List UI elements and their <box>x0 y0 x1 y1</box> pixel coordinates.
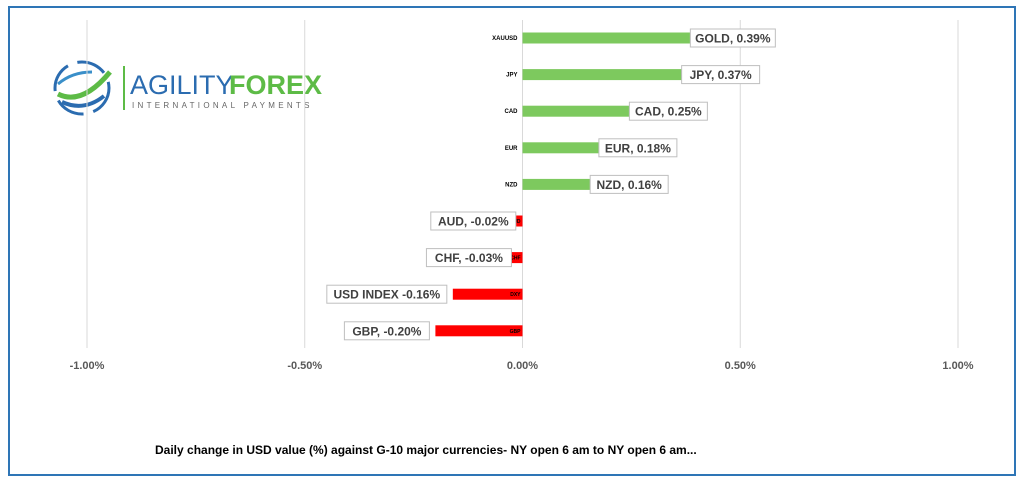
data-label-box <box>430 211 517 231</box>
category-label: XAUUSD <box>492 36 518 42</box>
x-tick-label: -1.00% <box>70 360 105 372</box>
bar <box>452 288 523 300</box>
data-label-box <box>681 65 761 85</box>
data-label: GOLD, 0.39% <box>695 32 771 46</box>
data-label-box <box>628 101 708 121</box>
x-tick-label: 0.00% <box>507 360 538 372</box>
x-tick-label: 1.00% <box>942 360 973 372</box>
chart-title: Daily change in USD value (%) against G-… <box>155 443 697 457</box>
bar <box>435 325 523 337</box>
data-label: CHF, -0.03% <box>435 251 503 265</box>
bar <box>513 215 523 227</box>
bar <box>522 32 693 44</box>
logo-tagline: INTERNATIONAL PAYMENTS <box>132 101 313 110</box>
bar <box>522 178 593 190</box>
bar <box>522 105 632 117</box>
data-label: USD INDEX -0.16% <box>333 288 440 302</box>
x-tick-label: -0.50% <box>287 360 322 372</box>
category-label: DXY <box>510 292 521 298</box>
data-label: GBP, -0.20% <box>352 324 421 338</box>
data-label-box <box>343 321 430 341</box>
logo-name-part2: FOREX <box>229 70 322 100</box>
category-label: JPY <box>506 73 517 79</box>
x-tick-label: 0.50% <box>725 360 756 372</box>
category-label: CAD <box>505 109 519 115</box>
data-label: CAD, 0.25% <box>635 105 702 119</box>
data-label-box <box>589 174 669 194</box>
data-label: JPY, 0.37% <box>690 68 752 82</box>
bar <box>522 142 601 154</box>
bar <box>522 69 684 81</box>
data-label: EUR, 0.18% <box>605 141 671 155</box>
agilityforex-logo: AGILITY FOREX INTERNATIONAL PAYMENTS <box>53 60 322 116</box>
category-label: NZD <box>505 182 518 188</box>
category-label: GBP <box>510 329 522 335</box>
data-label-box <box>425 248 512 268</box>
data-label: NZD, 0.16% <box>597 178 663 192</box>
chart-frame <box>8 6 1016 476</box>
data-label-box <box>598 138 678 158</box>
data-label: AUD, -0.02% <box>438 215 509 229</box>
data-label-box <box>326 284 448 304</box>
data-label-box <box>689 28 776 48</box>
category-label: EUR <box>505 146 518 152</box>
category-label: CHF <box>510 256 520 262</box>
bar <box>509 252 523 264</box>
globe-icon <box>53 60 112 116</box>
logo-name-part1: AGILITY <box>130 70 234 100</box>
